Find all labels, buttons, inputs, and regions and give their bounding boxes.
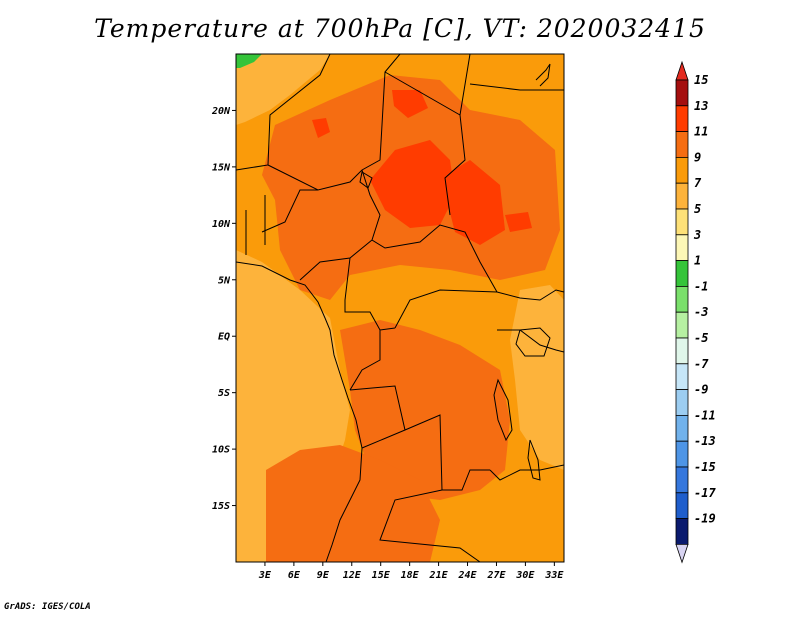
sudan-east-hot-patch	[505, 212, 532, 232]
lon-tick-label: 30E	[515, 570, 535, 581]
niger-hot-patch	[312, 118, 330, 138]
lake-malawi	[527, 439, 541, 481]
colorbar-swatch	[675, 363, 689, 390]
longitude-axis: 3E 6E 9E 12E 15E 18E 21E 24E 27E 30E 33E	[258, 562, 564, 581]
colorbar-label: -19	[694, 512, 716, 526]
colorbar-swatch	[675, 105, 689, 133]
lat-tick-label: 5S	[218, 388, 230, 399]
colorbar-above-arrow	[675, 60, 689, 81]
colorbar-label: 9	[694, 150, 701, 164]
colorbar-label: 5	[694, 202, 701, 216]
country-borders	[236, 54, 564, 562]
lon-tick-label: 27E	[486, 570, 506, 581]
colorbar-swatch	[675, 79, 689, 107]
colorbar-label: -9	[694, 383, 708, 397]
colorbar-label: -17	[694, 486, 716, 500]
sahara-northwest-cool-zone	[236, 54, 330, 125]
lat-tick-label: 20N	[211, 106, 231, 117]
colorbar-label: 11	[694, 125, 708, 139]
colorbar-swatch	[675, 285, 689, 313]
east-africa-cool-zone	[510, 285, 564, 470]
colorbar-swatch	[675, 414, 689, 442]
colorbar-label: 7	[694, 176, 702, 190]
lat-tick-label: 10S	[212, 445, 230, 456]
footer-credit: GrADS: IGES/COLA	[4, 602, 91, 612]
colorbar-swatch	[675, 182, 689, 210]
map-frame	[235, 53, 565, 563]
colorbar-swatch	[675, 156, 689, 184]
lake-victoria	[515, 327, 551, 357]
colorbar-label: -7	[694, 357, 709, 371]
colorbar-swatch	[675, 260, 689, 287]
colorbar-label: -15	[694, 460, 716, 474]
libya-hot-patch	[392, 90, 428, 118]
colorbar-swatch	[675, 518, 689, 545]
colorbar-label: -1	[694, 279, 708, 293]
lat-tick-label: EQ	[218, 332, 230, 343]
lat-tick-label: 15S	[212, 501, 230, 512]
lat-tick-label: 5N	[218, 275, 231, 286]
congo-basin-warm-zone	[340, 320, 510, 500]
west-africa-coastline	[236, 261, 363, 562]
temperature-field	[236, 54, 564, 562]
map-title: Temperature at 700hPa [C], VT: 202003241…	[94, 14, 706, 43]
lon-tick-label: 21E	[429, 570, 449, 581]
colorbar-swatch	[675, 311, 689, 339]
lon-tick-label: 24E	[457, 570, 477, 581]
lake-chad	[359, 171, 373, 189]
colorbar-label: 13	[694, 99, 708, 113]
lon-tick-label: 33E	[544, 570, 564, 581]
colorbar-swatch	[675, 389, 689, 416]
cold-corner-patch	[236, 54, 262, 68]
lon-tick-label: 6E	[288, 570, 301, 581]
lon-tick-label: 15E	[372, 570, 391, 581]
colorbar-swatch	[675, 492, 689, 519]
colorbar-swatch	[675, 440, 689, 468]
lon-tick-label: 12E	[343, 570, 362, 581]
colorbar-swatch	[675, 466, 689, 494]
colorbar: 15 13 11 9 7 5 3 1 -1 -3 -5 -7 -9 -11 -13 -15 -17 -19	[675, 60, 716, 564]
latitude-axis: 20N 15N 10N 5N EQ 5S 10S 15S	[211, 106, 236, 512]
colorbar-below-arrow	[675, 544, 689, 564]
colorbar-label: 3	[693, 228, 701, 242]
colorbar-label: -3	[694, 305, 708, 319]
colorbar-swatch	[675, 208, 689, 236]
lon-tick-label: 18E	[401, 570, 420, 581]
colorbar-label: -13	[694, 434, 716, 448]
colorbar-swatch	[675, 234, 689, 262]
colorbar-label: -5	[694, 331, 708, 345]
chad-hot-core	[370, 140, 455, 228]
borders-and-coastlines	[236, 54, 564, 562]
colorbar-swatch	[675, 337, 689, 365]
colorbar-swatch	[675, 131, 689, 158]
colorbar-label: 1	[694, 254, 701, 268]
colorbar-label: 15	[694, 73, 708, 87]
colorbar-label: -11	[694, 408, 716, 422]
lon-tick-label: 3E	[258, 570, 272, 581]
lon-tick-label: 9E	[317, 570, 330, 581]
lake-tanganyika	[493, 378, 513, 442]
red-sea-coast	[535, 63, 551, 87]
lat-tick-label: 15N	[212, 162, 231, 173]
lat-tick-label: 10N	[212, 219, 231, 230]
angola-namibia-warm-zone	[266, 445, 440, 562]
sudan-hot-core	[445, 160, 505, 245]
